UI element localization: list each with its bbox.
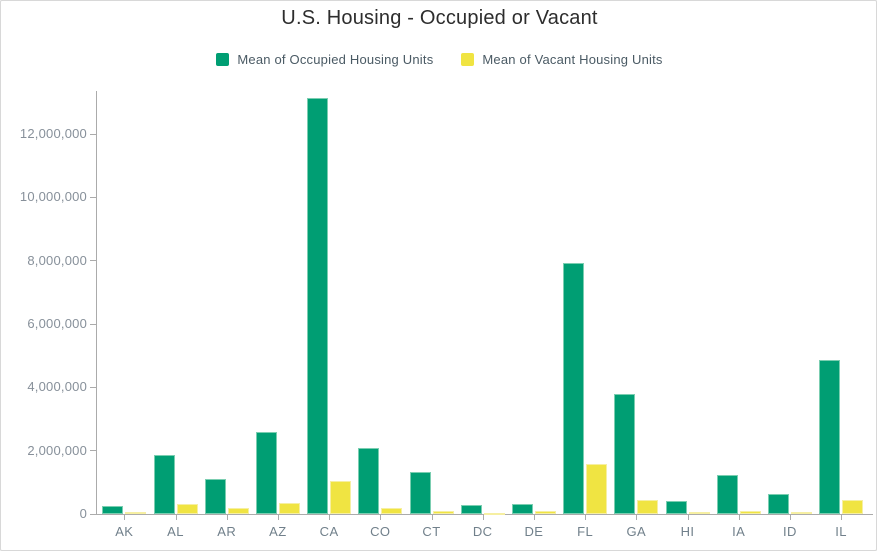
legend-item-vacant[interactable]: Mean of Vacant Housing Units <box>461 52 662 67</box>
x-tick <box>380 515 382 520</box>
y-tick-label: 4,000,000 <box>27 379 87 395</box>
bar-occupied-AK[interactable] <box>102 506 124 514</box>
x-tick <box>533 515 535 520</box>
y-tick <box>90 196 96 198</box>
bar-vacant-AL[interactable] <box>176 504 198 514</box>
x-tick <box>431 515 433 520</box>
y-tick-label: 6,000,000 <box>27 316 87 332</box>
bar-vacant-CT[interactable] <box>432 511 454 514</box>
x-tick-label: HI <box>680 524 695 539</box>
x-tick-label: ID <box>782 524 797 539</box>
y-tick <box>90 323 96 325</box>
x-tick <box>789 515 791 520</box>
x-tick <box>738 515 740 520</box>
x-tick-label: IL <box>835 524 847 539</box>
x-tick <box>636 515 638 520</box>
bar-occupied-DC[interactable] <box>460 505 482 514</box>
y-tick <box>90 450 96 452</box>
x-tick-label: IA <box>732 524 746 539</box>
bar-vacant-ID[interactable] <box>790 512 812 514</box>
x-tick <box>277 515 279 520</box>
x-tick-label: AR <box>217 524 237 539</box>
x-tick-label: CA <box>319 524 339 539</box>
bar-occupied-DE[interactable] <box>511 504 533 514</box>
bar-occupied-ID[interactable] <box>767 494 789 514</box>
bar-vacant-FL[interactable] <box>586 464 608 514</box>
bar-vacant-IL[interactable] <box>842 500 864 514</box>
bar-vacant-DE[interactable] <box>534 511 556 514</box>
bar-vacant-GA[interactable] <box>637 500 659 514</box>
bar-vacant-DC[interactable] <box>483 513 505 515</box>
bar-occupied-AL[interactable] <box>153 455 175 514</box>
x-tick <box>585 515 587 520</box>
bar-vacant-CO[interactable] <box>381 508 403 514</box>
legend-swatch-occupied-icon <box>216 53 230 66</box>
legend-label-vacant: Mean of Vacant Housing Units <box>482 52 663 67</box>
bar-vacant-HI[interactable] <box>688 512 710 514</box>
x-tick-label: AL <box>167 524 184 539</box>
legend-item-occupied[interactable]: Mean of Occupied Housing Units <box>216 52 433 67</box>
x-tick-label: FL <box>577 524 594 539</box>
bar-vacant-CA[interactable] <box>330 481 352 514</box>
bar-occupied-FL[interactable] <box>563 263 585 514</box>
legend: Mean of Occupied Housing Units Mean of V… <box>1 52 876 67</box>
x-tick-label: DC <box>472 524 493 539</box>
bar-vacant-IA[interactable] <box>739 511 761 514</box>
bar-occupied-HI[interactable] <box>665 501 687 514</box>
x-tick <box>329 515 331 520</box>
y-tick <box>90 386 96 388</box>
x-tick <box>226 515 228 520</box>
bar-occupied-IL[interactable] <box>819 360 841 514</box>
x-tick <box>482 515 484 520</box>
y-tick <box>90 260 96 262</box>
y-tick-label: 0 <box>79 506 87 521</box>
legend-swatch-vacant-icon <box>461 53 475 66</box>
bar-vacant-AZ[interactable] <box>278 503 300 514</box>
x-tick-label: AZ <box>269 524 287 539</box>
y-axis-line <box>96 91 97 515</box>
x-tick-label: GA <box>626 524 647 539</box>
bar-occupied-AR[interactable] <box>204 479 226 514</box>
x-tick-label: DE <box>524 524 544 539</box>
y-tick-label: 12,000,000 <box>19 126 87 142</box>
x-tick <box>175 515 177 520</box>
bar-occupied-IA[interactable] <box>716 475 738 514</box>
bar-occupied-AZ[interactable] <box>255 432 277 514</box>
x-tick-label: CT <box>422 524 441 539</box>
y-tick-label: 10,000,000 <box>19 189 87 205</box>
x-tick <box>687 515 689 520</box>
x-tick-label: AK <box>115 524 134 539</box>
bar-vacant-AK[interactable] <box>125 512 147 514</box>
bar-occupied-GA[interactable] <box>614 394 636 514</box>
bar-vacant-AR[interactable] <box>227 508 249 514</box>
bar-occupied-CT[interactable] <box>409 472 431 514</box>
y-tick-label: 2,000,000 <box>27 442 87 458</box>
chart-title: U.S. Housing - Occupied or Vacant <box>281 7 598 29</box>
legend-label-occupied: Mean of Occupied Housing Units <box>237 52 434 67</box>
y-tick <box>90 133 96 135</box>
y-tick <box>90 513 96 515</box>
x-tick <box>841 515 843 520</box>
y-tick-label: 8,000,000 <box>27 252 87 268</box>
bar-occupied-CA[interactable] <box>307 98 329 514</box>
x-tick-label: CO <box>370 524 391 539</box>
bar-occupied-CO[interactable] <box>358 448 380 514</box>
x-tick <box>124 515 126 520</box>
